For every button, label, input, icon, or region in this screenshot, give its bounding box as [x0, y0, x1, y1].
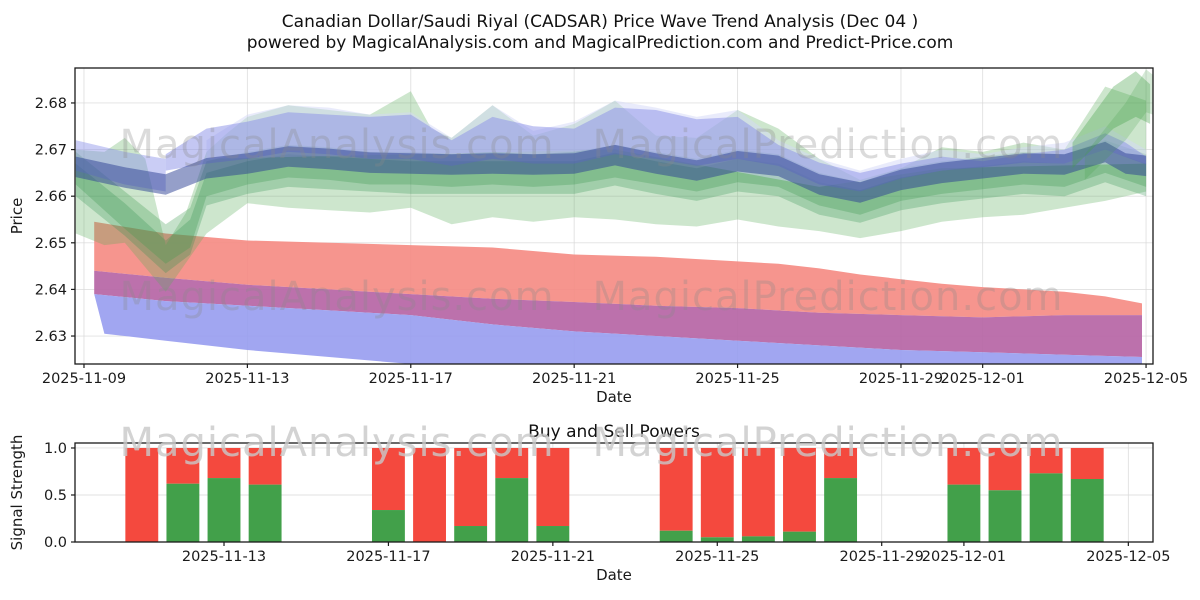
price-xlabel: Date: [596, 388, 632, 406]
buy-band-blue: [94, 294, 1142, 364]
sell-bar-2025-12-02: [988, 447, 1022, 491]
signal-chart: 2025-11-13 2025-11-17 2025-11-21 2025-11-25…: [8, 420, 1170, 584]
price-x-tick-label: 2025-11-17: [369, 371, 453, 387]
sell-bar-2025-11-24: [659, 447, 693, 531]
watermark-text: MagicalPrediction.com: [593, 274, 1064, 320]
sell-bar-2025-11-27: [783, 447, 816, 532]
watermark-text: MagicalAnalysis.com: [119, 420, 554, 466]
signal-x-tick-label: 2025-11-17: [346, 549, 430, 565]
sell-bar-2025-11-11: [125, 447, 159, 542]
price-y-tick-label: 2.63: [35, 329, 67, 345]
buy-bar-2025-11-20: [495, 478, 529, 542]
watermark-text: MagicalAnalysis.com: [119, 122, 554, 168]
buy-bar-2025-11-12: [166, 483, 200, 542]
signal-x-tick-label: 2025-11-25: [675, 549, 759, 565]
price-bands: [75, 69, 1153, 364]
overlap-band-purple: [94, 270, 1143, 357]
wave-band-navy: [75, 141, 1147, 203]
buy-bar-2025-11-13: [207, 478, 241, 542]
signal-x-tick-label: 2025-11-29: [840, 549, 924, 565]
trend-ribbon-green-a: [75, 140, 1147, 264]
buy-bar-2025-11-19: [454, 526, 488, 542]
signal-y-tick-label: 0.5: [44, 488, 67, 504]
price-ylabel: Price: [8, 198, 26, 235]
price-x-tick-label: 2025-11-25: [695, 371, 779, 387]
signal-ylabel: Signal Strength: [8, 435, 26, 551]
buy-bar-2025-11-17: [371, 510, 405, 542]
buy-bar-2025-12-01: [947, 484, 981, 542]
buy-bar-2025-11-27: [783, 531, 816, 542]
signal-bars: [125, 447, 1104, 542]
price-axes: 2025-11-09 2025-11-13 2025-11-17 2025-11-21…: [8, 67, 1188, 406]
buy-bar-2025-11-21: [536, 526, 570, 542]
price-x-tick-label: 2025-11-09: [42, 371, 126, 387]
sell-band-red: [94, 221, 1143, 318]
sell-bar-2025-11-21: [536, 447, 570, 527]
signal-y-tick-label: 1.0: [44, 441, 67, 457]
sell-bar-2025-12-03: [1029, 447, 1063, 474]
price-x-tick-label: 2025-11-29: [859, 371, 943, 387]
signal-title: Buy and Sell Powers: [528, 422, 700, 442]
buy-bar-2025-11-28: [824, 478, 858, 542]
sell-bar-2025-11-19: [454, 447, 488, 527]
price-y-tick-label: 2.65: [35, 236, 67, 252]
sell-bar-2025-11-20: [495, 447, 529, 479]
buy-bar-2025-12-02: [988, 490, 1022, 542]
price-x-tick-label: 2025-11-13: [205, 371, 289, 387]
sell-bar-2025-11-18: [413, 447, 446, 542]
buy-bar-2025-12-03: [1029, 473, 1063, 542]
price-chart: 2025-11-09 2025-11-13 2025-11-17 2025-11-21…: [8, 67, 1188, 406]
buy-bar-2025-11-26: [741, 536, 775, 542]
sell-bar-2025-11-13: [207, 447, 241, 479]
buy-bar-2025-11-14: [248, 484, 282, 542]
signal-watermarks: MagicalAnalysis.com MagicalPrediction.com: [119, 420, 1064, 466]
price-y-tick-label: 2.68: [35, 96, 67, 112]
price-y-tick-label: 2.66: [35, 189, 67, 205]
signal-x-tick-label: 2025-12-01: [922, 549, 1006, 565]
sell-bar-2025-11-25: [700, 447, 734, 538]
watermark-text: MagicalPrediction.com: [593, 420, 1064, 466]
sell-bar-2025-11-26: [741, 447, 775, 537]
figure-subtitle: powered by MagicalAnalysis.com and Magic…: [246, 33, 954, 53]
signal-axes: 2025-11-13 2025-11-17 2025-11-21 2025-11-25…: [8, 422, 1170, 584]
sell-bar-2025-11-12: [166, 447, 200, 484]
signal-y-tick-label: 0.0: [44, 535, 67, 551]
sell-bar-2025-11-28: [824, 447, 858, 479]
sell-bar-2025-11-17: [371, 447, 405, 511]
signal-x-tick-label: 2025-11-13: [182, 549, 266, 565]
buy-bar-2025-11-24: [659, 530, 693, 542]
figure-title: Canadian Dollar/Saudi Riyal (CADSAR) Pri…: [281, 12, 919, 32]
watermark-text: MagicalAnalysis.com: [119, 274, 554, 320]
trend-ribbon-green-b: [75, 149, 1147, 274]
price-y-tick-label: 2.64: [35, 282, 67, 298]
price-y-tick-label: 2.67: [35, 143, 67, 159]
sell-bar-2025-12-01: [947, 447, 981, 485]
price-x-tick-label: 2025-12-01: [941, 371, 1025, 387]
signal-x-tick-label: 2025-11-21: [511, 549, 595, 565]
buy-bar-2025-11-25: [700, 537, 734, 542]
sell-bar-2025-11-14: [248, 447, 282, 485]
price-watermarks: MagicalAnalysis.com MagicalPrediction.com…: [119, 122, 1064, 320]
price-x-tick-label: 2025-11-21: [532, 371, 616, 387]
sell-bar-2025-12-04: [1070, 447, 1104, 480]
price-x-tick-label: 2025-12-05: [1104, 371, 1188, 387]
watermark-text: MagicalPrediction.com: [593, 122, 1064, 168]
signal-x-tick-label: 2025-12-05: [1086, 549, 1170, 565]
spike-green-right: [1072, 71, 1151, 169]
buy-bar-2025-12-04: [1070, 479, 1104, 542]
signal-xlabel: Date: [596, 566, 632, 584]
spike-green-right-2: [1084, 69, 1153, 180]
